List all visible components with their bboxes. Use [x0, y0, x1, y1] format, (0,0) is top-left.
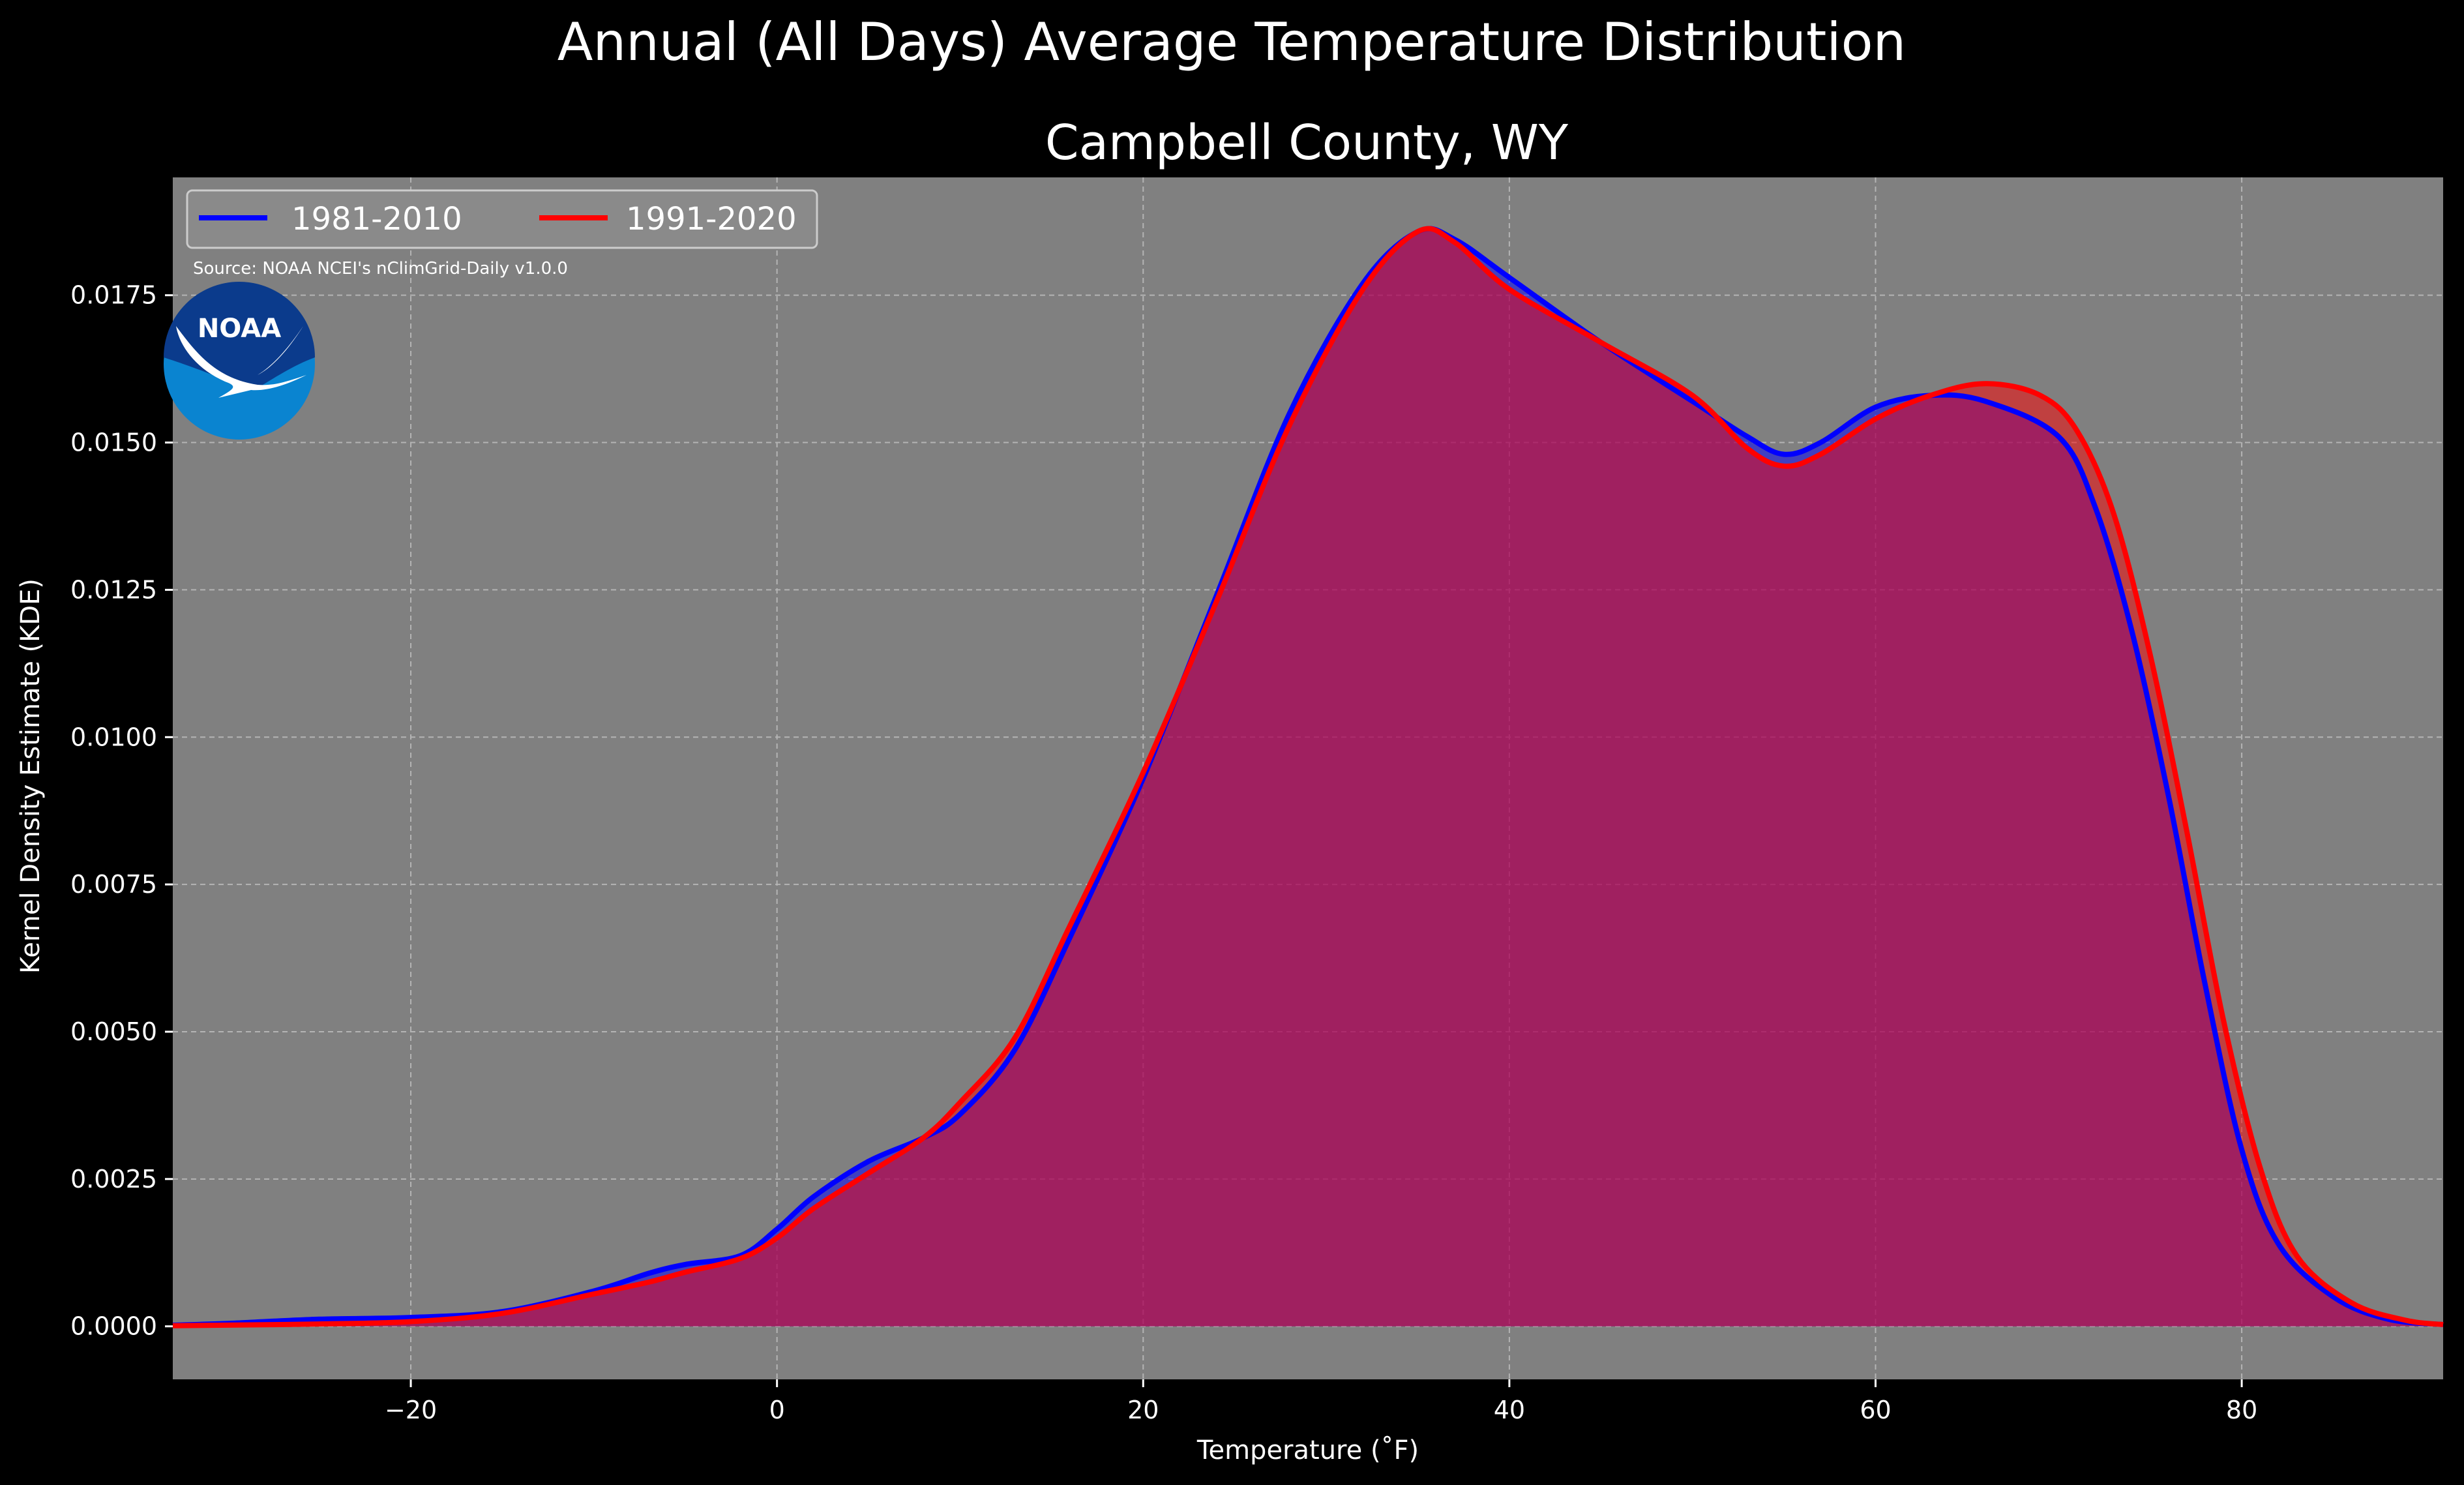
noaa-logo-text: NOAA [198, 314, 281, 344]
x-tick-label: 20 [1127, 1396, 1159, 1424]
x-tick-label: 0 [769, 1396, 785, 1424]
source-note: Source: NOAA NCEI's nClimGrid-Daily v1.0… [193, 259, 568, 278]
y-axis: 0.0000 0.0025 0.0050 0.0075 0.0100 0.0125 0.01… [70, 281, 173, 1341]
y-axis-label: Kernel Density Estimate (KDE) [16, 578, 46, 974]
legend-label-1991-2020: 1991-2020 [626, 201, 797, 237]
y-tick-label: 0.0150 [70, 428, 157, 457]
series-layer [172, 226, 2444, 1328]
chart-suptitle: Annual (All Days) Average Temperature Di… [557, 12, 1906, 72]
series-area-1991-2020 [173, 228, 2443, 1327]
legend-label-1981-2010: 1981-2010 [291, 201, 462, 237]
x-axis: −20 0 20 40 60 80 [385, 1379, 2257, 1424]
legend-box [186, 189, 818, 249]
x-tick-label: 80 [2226, 1396, 2257, 1424]
y-tick-label: 0.0050 [70, 1017, 157, 1046]
x-tick-label: 40 [1494, 1396, 1525, 1424]
legend: 1981-2010 1991-2020 [186, 189, 818, 249]
noaa-logo-icon: NOAA [164, 282, 315, 440]
y-tick-label: 0.0075 [70, 870, 157, 899]
y-tick-label: 0.0175 [70, 281, 157, 310]
x-axis-label: Temperature (˚F) [1196, 1435, 1419, 1465]
y-tick-label: 0.0000 [70, 1312, 157, 1341]
chart-title: Campbell County, WY [1045, 115, 1569, 171]
y-tick-label: 0.0025 [70, 1165, 157, 1193]
y-tick-label: 0.0125 [70, 575, 157, 604]
x-tick-label: 60 [1860, 1396, 1891, 1424]
series-line-1991-2020 [172, 226, 2444, 1328]
x-tick-label: −20 [385, 1396, 437, 1424]
y-tick-label: 0.0100 [70, 723, 157, 751]
